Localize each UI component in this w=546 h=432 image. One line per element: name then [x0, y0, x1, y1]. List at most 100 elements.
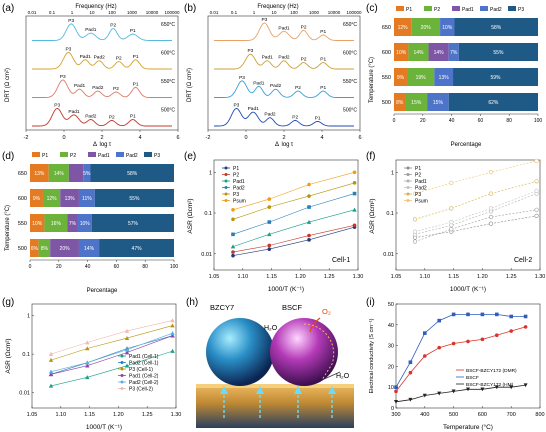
bar-segment — [30, 189, 43, 207]
x-tick-label: 4 — [138, 135, 141, 141]
x-tick-label: -2 — [24, 135, 29, 141]
plot-frame — [31, 303, 177, 409]
data-point — [408, 360, 413, 365]
top-tick-label: 100 — [108, 10, 116, 15]
data-point — [307, 194, 311, 198]
peak-label: Pad1 — [85, 27, 97, 33]
peak-label: P1 — [130, 114, 136, 120]
data-point — [124, 335, 130, 340]
bar-segment — [30, 214, 45, 232]
data-point — [408, 370, 413, 375]
peak-label: P2 — [109, 114, 115, 120]
top-tick-label: 100000 — [164, 10, 180, 15]
legend: P1 P2 Pad1 Pad2 P3 — [32, 152, 160, 159]
data-point — [523, 325, 528, 329]
x-axis-label: Temperature (°C) — [443, 423, 493, 431]
data-point — [412, 239, 418, 244]
bar-data-label: 59% — [491, 75, 502, 81]
data-point — [466, 387, 470, 392]
data-point — [307, 205, 311, 209]
top-tick-label: 0.1 — [231, 10, 238, 15]
top-tick-labels: 0.01 0.1 1 10 100 1000 10000 100000 — [210, 10, 362, 15]
bar-segment — [91, 214, 174, 232]
data-point — [267, 197, 272, 201]
data-point — [394, 389, 398, 394]
data-point — [480, 337, 485, 342]
bar-data-label: 13% — [34, 171, 45, 177]
x-tick-label: 100 — [534, 118, 543, 124]
bar-data-label: 12% — [398, 25, 409, 31]
data-point — [437, 391, 442, 396]
peak-label: P2 — [301, 57, 307, 63]
data-point — [170, 330, 175, 335]
panel-label-i: (i) — [366, 297, 375, 308]
temperature-label: 600°C — [343, 51, 357, 57]
series-line — [414, 190, 537, 232]
x-tick-label: 0 — [29, 264, 32, 270]
data-point — [48, 351, 54, 356]
data-point — [306, 219, 312, 224]
temperature-label: 500°C — [343, 108, 357, 114]
data-point — [449, 227, 454, 232]
panel-label-f: (f) — [366, 151, 375, 162]
legend-swatch — [32, 152, 40, 157]
water-out-arrow — [321, 371, 341, 381]
legend-marker — [120, 387, 124, 390]
drt-curve — [32, 79, 172, 98]
bar-segment — [448, 93, 538, 111]
data-point — [170, 348, 175, 353]
y-tick-label: 0.1 — [204, 211, 212, 217]
data-point — [422, 393, 427, 398]
x-tick-label: 1.30 — [353, 274, 364, 280]
panel-label-b: (b) — [184, 3, 196, 14]
legend-label: Psum — [233, 199, 246, 205]
data-point — [449, 206, 454, 211]
x-tick-label: 4 — [320, 135, 323, 141]
axis-ticks: 1.05 1.10 1.15 1.20 1.25 1.30 0.01 0.1 1 — [19, 314, 181, 418]
x-tick-label: 1.15 — [84, 412, 95, 418]
data-point — [48, 369, 54, 374]
data-point — [451, 389, 456, 394]
legend-marker — [224, 199, 228, 202]
plot-frame — [395, 303, 541, 409]
legend-marker — [120, 380, 124, 384]
bar-data-label: 20% — [421, 25, 432, 31]
x-axis-label: 1000/T (K⁻¹) — [86, 424, 122, 431]
bar-data-label: 10% — [80, 221, 91, 227]
data-point — [307, 233, 311, 238]
top-tick-label: 0.1 — [49, 10, 56, 15]
bar-data-label: 12% — [47, 196, 58, 202]
top-tick-label: 1000 — [127, 10, 138, 15]
data-point — [534, 213, 539, 219]
data-point — [267, 220, 272, 224]
legend-marker — [120, 367, 124, 371]
bar-data-label: 9% — [33, 196, 41, 202]
peak-label: P3 — [247, 48, 253, 54]
bar-data-label: 14% — [413, 50, 424, 56]
bzcy7-sphere — [206, 318, 274, 386]
x-axis-label: Δ log τ — [275, 142, 294, 148]
data-point — [352, 181, 357, 185]
peak-label: P1 — [315, 115, 321, 121]
legend-label: Pad1 (Cell-1) — [129, 354, 159, 360]
x-tick-label: 1.30 — [535, 274, 546, 280]
data-point — [480, 387, 485, 392]
peak-label: Pad2 — [92, 85, 104, 91]
plot-frame — [25, 15, 179, 131]
peak-label: P2 — [292, 114, 298, 120]
data-point — [449, 219, 454, 225]
x-tick-label: 80 — [506, 118, 512, 124]
data-point — [466, 339, 470, 344]
data-point — [85, 346, 90, 351]
series-line — [232, 193, 355, 235]
legend-label: P1 — [406, 7, 412, 13]
x-tick-label: 0 — [62, 135, 65, 141]
bar-data-label: 9% — [397, 75, 405, 81]
legend: Pad1 (Cell-1)Pad2 (Cell-1)P3 (Cell-1)Pad… — [118, 354, 159, 393]
legend-label: P1 — [415, 166, 421, 172]
y-axis-label: DRT (Ω cm²) — [5, 68, 11, 102]
x-tick-label: 700 — [507, 412, 516, 418]
peak-label: Pad1 — [262, 55, 274, 61]
